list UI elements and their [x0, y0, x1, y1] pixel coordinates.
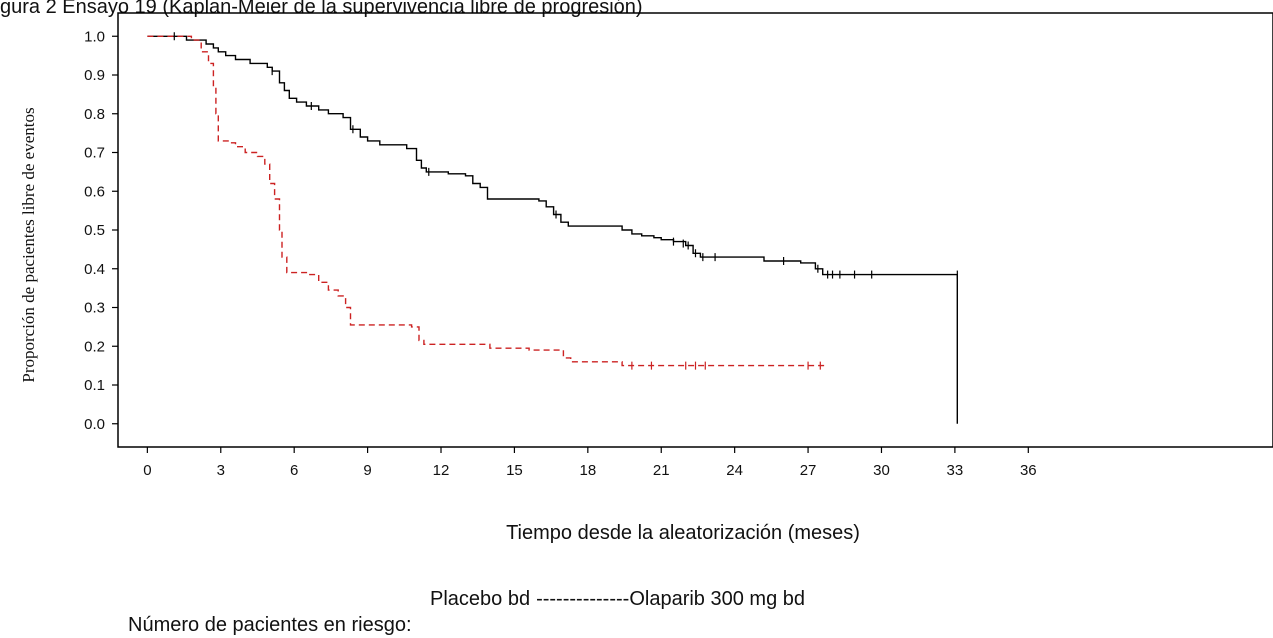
y-tick-label: 1.0: [84, 28, 105, 45]
y-tick-label: 0.9: [84, 67, 105, 84]
y-axis-label: Proporción de pacientes libre de eventos: [19, 107, 38, 382]
y-tick-label: 0.6: [84, 183, 105, 200]
y-tick-label: 0.1: [84, 377, 105, 394]
plot-frame: [117, 12, 1273, 448]
legend-dash-line: --------------: [536, 588, 629, 610]
x-axis: 0 3 6 9 12 15 18 21 24 27 30 33 36: [143, 447, 1037, 479]
series-layer: [147, 35, 958, 424]
at-risk-label: Número de pacientes en riesgo:: [128, 614, 412, 636]
x-tick-label: 18: [579, 462, 596, 479]
figure-caption: gura 2 Ensayo 19 (Kaplan-Meier de la sup…: [0, 0, 643, 18]
series-line-0: [147, 35, 958, 424]
x-tick-label: 12: [433, 462, 450, 479]
x-tick-label: 9: [363, 462, 371, 479]
x-tick-label: 33: [947, 462, 964, 479]
y-tick-label: 0.8: [84, 106, 105, 123]
legend-entry-olaparib: Olaparib 300 mg bd: [629, 588, 805, 610]
y-tick-label: 0.4: [84, 261, 105, 278]
x-tick-label: 0: [143, 462, 151, 479]
x-tick-label: 21: [653, 462, 670, 479]
y-tick-label: 0.5: [84, 222, 105, 239]
censor-marks: [173, 32, 958, 370]
y-tick-label: 0.7: [84, 145, 105, 162]
y-tick-label: 0.0: [84, 416, 105, 433]
series-line-1: [147, 35, 826, 367]
legend: Placebo bd --------------Olaparib 300 mg …: [430, 588, 805, 610]
x-tick-label: 15: [506, 462, 523, 479]
x-tick-label: 24: [726, 462, 743, 479]
x-tick-label: 6: [290, 462, 298, 479]
x-axis-label: Tiempo desde la aleatorización (meses): [506, 522, 860, 544]
x-tick-label: 27: [800, 462, 817, 479]
x-tick-label: 3: [217, 462, 225, 479]
y-tick-label: 0.2: [84, 338, 105, 355]
x-tick-label: 36: [1020, 462, 1037, 479]
y-axis: 0.0 0.1 0.2 0.3 0.4 0.5 0.6 0.7 0.8 0.9 1.0: [84, 28, 118, 433]
legend-entry-placebo: Placebo bd: [430, 588, 530, 610]
y-tick-label: 0.3: [84, 300, 105, 317]
x-tick-label: 30: [873, 462, 890, 479]
